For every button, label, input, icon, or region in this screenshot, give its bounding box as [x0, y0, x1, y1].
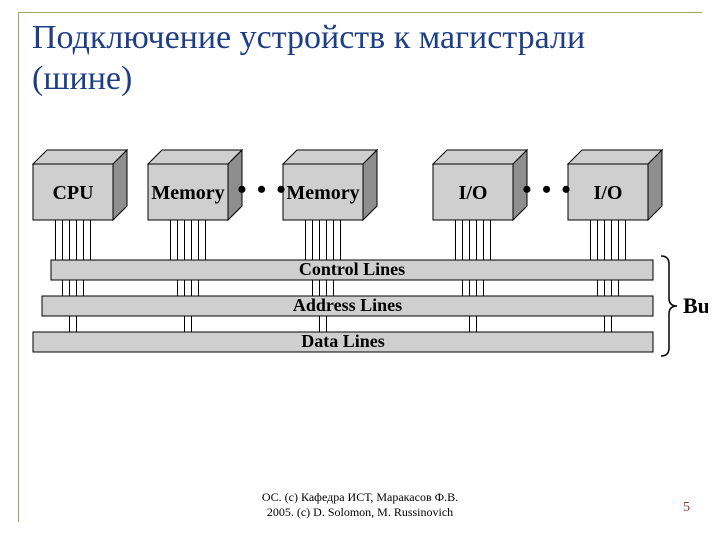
- svg-text:I/O: I/O: [594, 182, 623, 204]
- footer-line1: ОС. (с) Кафедра ИСТ, Маракасов Ф.В.: [262, 490, 458, 504]
- svg-text:Address Lines: Address Lines: [293, 295, 402, 315]
- svg-text:Memory: Memory: [286, 182, 359, 204]
- svg-text:I/O: I/O: [459, 182, 488, 204]
- decorative-rule-top: [18, 12, 702, 13]
- decorative-rule-left: [18, 12, 19, 522]
- svg-text:Bus: Bus: [683, 293, 708, 318]
- svg-text:Memory: Memory: [151, 182, 224, 204]
- svg-text:CPU: CPU: [52, 182, 93, 204]
- footer-line2: 2005. (c) D. Solomon, M. Russinovich: [267, 505, 453, 519]
- svg-text:Data Lines: Data Lines: [301, 331, 385, 351]
- bus-diagram: Control Lines Address Lines Data Lines CPU M…: [28, 140, 708, 440]
- svg-text:Control Lines: Control Lines: [299, 259, 405, 279]
- svg-text:• • •: • • •: [237, 175, 287, 204]
- footer-credits: ОС. (с) Кафедра ИСТ, Маракасов Ф.В. 2005…: [0, 490, 720, 520]
- page-number: 5: [683, 500, 690, 516]
- svg-text:• • •: • • •: [522, 175, 572, 204]
- slide-title: Подключение устройств к магистрали (шине…: [32, 18, 692, 100]
